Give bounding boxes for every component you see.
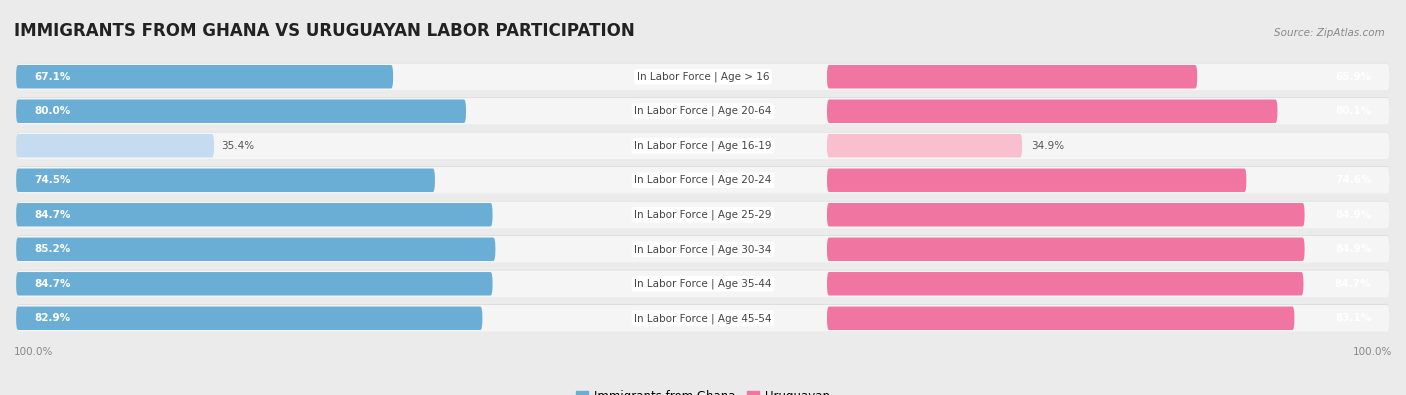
FancyBboxPatch shape — [827, 134, 1022, 158]
FancyBboxPatch shape — [15, 236, 1391, 263]
FancyBboxPatch shape — [15, 305, 1391, 332]
Text: 65.9%: 65.9% — [1336, 72, 1371, 82]
FancyBboxPatch shape — [15, 134, 214, 158]
Text: In Labor Force | Age 20-64: In Labor Force | Age 20-64 — [634, 106, 772, 117]
FancyBboxPatch shape — [15, 63, 1391, 90]
FancyBboxPatch shape — [827, 237, 1305, 261]
FancyBboxPatch shape — [15, 307, 482, 330]
FancyBboxPatch shape — [15, 167, 1391, 194]
Text: In Labor Force | Age 25-29: In Labor Force | Age 25-29 — [634, 209, 772, 220]
Text: 84.7%: 84.7% — [35, 279, 72, 289]
FancyBboxPatch shape — [15, 201, 1391, 228]
FancyBboxPatch shape — [15, 98, 1391, 124]
Text: In Labor Force | Age 20-24: In Labor Force | Age 20-24 — [634, 175, 772, 186]
Text: 100.0%: 100.0% — [14, 346, 53, 357]
FancyBboxPatch shape — [15, 65, 394, 88]
Text: 84.7%: 84.7% — [35, 210, 72, 220]
FancyBboxPatch shape — [827, 272, 1303, 295]
FancyBboxPatch shape — [15, 235, 1391, 262]
Text: 74.6%: 74.6% — [1334, 175, 1371, 185]
Text: 67.1%: 67.1% — [35, 72, 72, 82]
Text: 80.1%: 80.1% — [1336, 106, 1371, 116]
Text: 80.0%: 80.0% — [35, 106, 70, 116]
Text: 74.5%: 74.5% — [35, 175, 72, 185]
FancyBboxPatch shape — [15, 166, 1391, 194]
FancyBboxPatch shape — [15, 237, 495, 261]
Text: 100.0%: 100.0% — [1353, 346, 1392, 357]
FancyBboxPatch shape — [15, 270, 1391, 297]
FancyBboxPatch shape — [15, 132, 1391, 159]
Text: 35.4%: 35.4% — [221, 141, 254, 151]
Text: In Labor Force | Age 16-19: In Labor Force | Age 16-19 — [634, 141, 772, 151]
FancyBboxPatch shape — [15, 63, 1391, 90]
Text: In Labor Force | Age 45-54: In Labor Force | Age 45-54 — [634, 313, 772, 324]
FancyBboxPatch shape — [827, 100, 1278, 123]
FancyBboxPatch shape — [827, 203, 1305, 226]
Text: In Labor Force | Age > 16: In Labor Force | Age > 16 — [637, 71, 769, 82]
FancyBboxPatch shape — [15, 270, 1391, 297]
FancyBboxPatch shape — [827, 169, 1246, 192]
FancyBboxPatch shape — [15, 201, 1391, 228]
Text: 34.9%: 34.9% — [1031, 141, 1064, 151]
FancyBboxPatch shape — [15, 169, 434, 192]
FancyBboxPatch shape — [15, 98, 1391, 125]
FancyBboxPatch shape — [15, 100, 465, 123]
FancyBboxPatch shape — [827, 307, 1295, 330]
Text: 85.2%: 85.2% — [35, 244, 70, 254]
Text: Source: ZipAtlas.com: Source: ZipAtlas.com — [1274, 28, 1385, 38]
Text: 83.1%: 83.1% — [1336, 313, 1371, 323]
FancyBboxPatch shape — [15, 132, 1391, 159]
Legend: Immigrants from Ghana, Uruguayan: Immigrants from Ghana, Uruguayan — [571, 385, 835, 395]
Text: In Labor Force | Age 30-34: In Labor Force | Age 30-34 — [634, 244, 772, 254]
FancyBboxPatch shape — [15, 203, 492, 226]
FancyBboxPatch shape — [827, 65, 1198, 88]
FancyBboxPatch shape — [15, 305, 1391, 331]
Text: 84.9%: 84.9% — [1336, 210, 1371, 220]
Text: 84.7%: 84.7% — [1334, 279, 1371, 289]
Text: IMMIGRANTS FROM GHANA VS URUGUAYAN LABOR PARTICIPATION: IMMIGRANTS FROM GHANA VS URUGUAYAN LABOR… — [14, 22, 636, 40]
Text: 82.9%: 82.9% — [35, 313, 70, 323]
Text: 84.9%: 84.9% — [1336, 244, 1371, 254]
FancyBboxPatch shape — [15, 272, 492, 295]
Text: In Labor Force | Age 35-44: In Labor Force | Age 35-44 — [634, 278, 772, 289]
